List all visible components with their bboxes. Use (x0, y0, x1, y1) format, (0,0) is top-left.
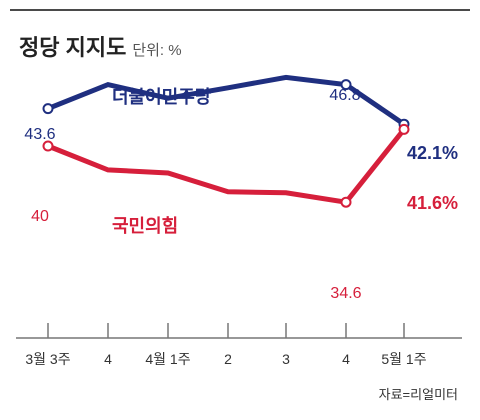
data-point (340, 79, 352, 91)
data-label: 34.6 (330, 285, 361, 302)
chart-header: 정당 지지도 단위: % (19, 30, 182, 62)
series-line (47, 127, 406, 205)
series-name-label: 더불어민주당 (112, 87, 212, 107)
source-note: 자료=리얼미터 (378, 387, 458, 402)
x-tick-label: 4 (104, 351, 112, 367)
x-tick-label: 3 (282, 351, 290, 367)
x-tick-label: 5월 1주 (381, 351, 426, 367)
x-tick-label: 4월 1주 (145, 351, 190, 367)
data-point (42, 103, 54, 115)
data-label: 43.6 (24, 126, 55, 143)
data-label: 46.8 (329, 87, 360, 104)
data-label: 42.1% (407, 143, 458, 163)
data-label: 40 (31, 208, 49, 225)
x-tick-label: 3월 3주 (25, 351, 70, 367)
x-tick-label: 2 (224, 351, 232, 367)
data-point (398, 123, 410, 135)
unit-label: 단위: % (132, 42, 182, 59)
top-rule (10, 9, 470, 11)
x-tick-label: 4 (342, 351, 350, 367)
data-point (340, 196, 352, 208)
chart-title: 정당 지지도 (19, 35, 127, 60)
series-name-label: 국민의힘 (112, 216, 178, 236)
data-point (42, 140, 54, 152)
data-label: 41.6% (407, 193, 458, 213)
